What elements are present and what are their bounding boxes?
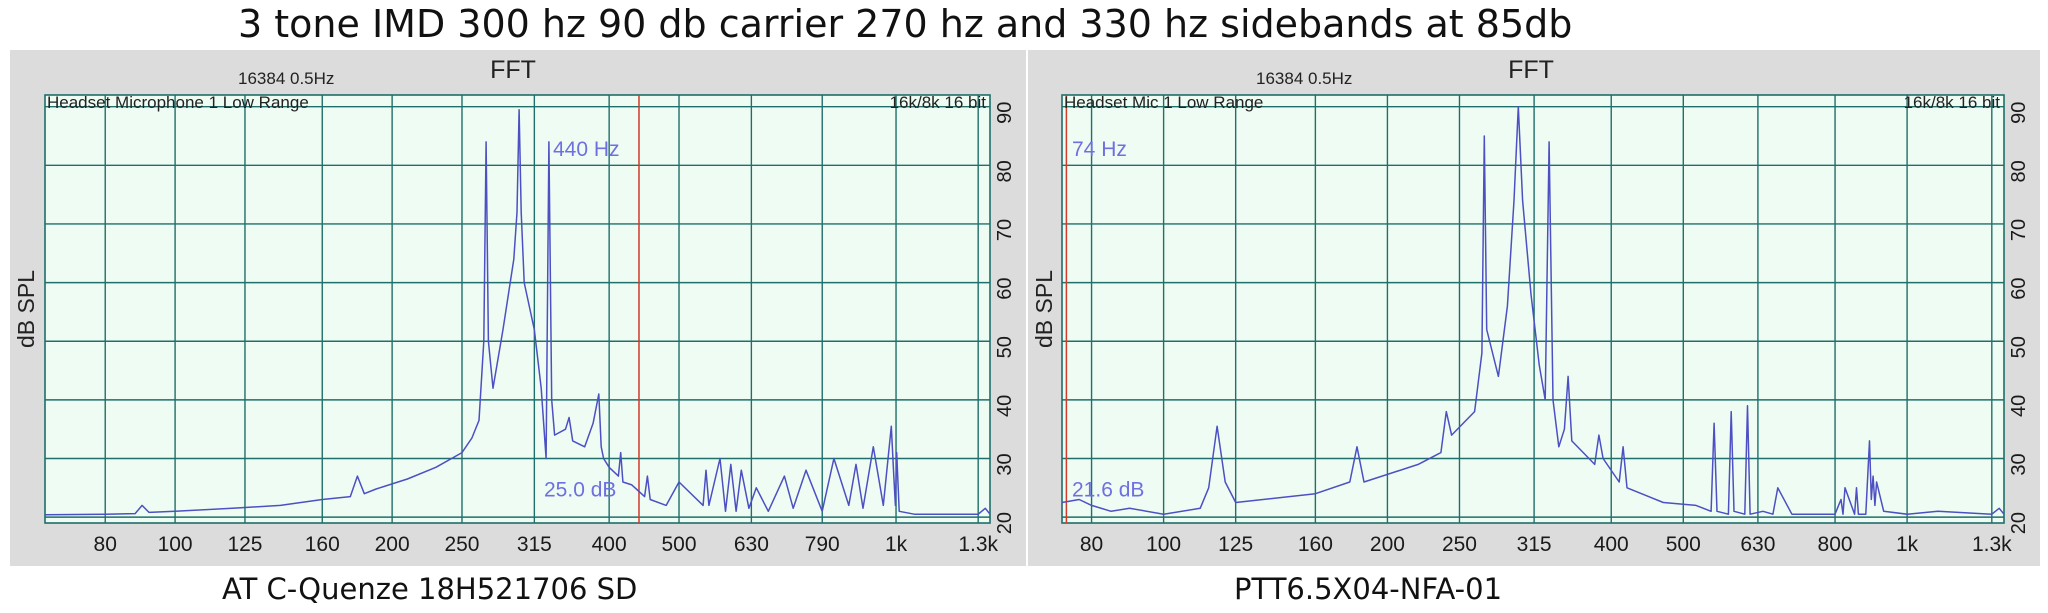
chart-title: FFT bbox=[490, 56, 536, 84]
x-tick-label: 800 bbox=[1818, 533, 1853, 556]
fft-chart-right: 80 100 125 160 200 250 315 400 500 630 800 1k 1.3k20… bbox=[1031, 56, 2030, 556]
x-tick-label: 125 bbox=[1218, 533, 1253, 556]
y-tick-label: 60 bbox=[994, 277, 1016, 299]
fft-info: 16384 0.5Hz bbox=[1256, 69, 1352, 88]
plot-frame bbox=[44, 94, 991, 524]
chart-title: FFT bbox=[1508, 56, 1554, 84]
y-axis-label: dB SPL bbox=[1031, 270, 1057, 348]
y-tick-label: 90 bbox=[2008, 102, 2030, 124]
y-tick-label: 90 bbox=[994, 102, 1016, 124]
x-tick-label: 315 bbox=[517, 533, 552, 556]
x-tick-label: 790 bbox=[805, 533, 840, 556]
y-tick-label: 70 bbox=[994, 219, 1016, 241]
input-label: Headset Mic 1 Low Range bbox=[1064, 93, 1263, 112]
x-tick-label: 400 bbox=[1594, 533, 1629, 556]
y-tick-label: 30 bbox=[2008, 453, 2030, 475]
y-tick-label: 50 bbox=[2008, 336, 2030, 358]
x-tick-label: 200 bbox=[375, 533, 410, 556]
x-tick-label: 1k bbox=[1896, 533, 1919, 556]
x-tick-label: 250 bbox=[1442, 533, 1477, 556]
y-tick-label: 30 bbox=[994, 453, 1016, 475]
y-axis-label: dB SPL bbox=[13, 270, 39, 348]
x-tick-label: 100 bbox=[1146, 533, 1181, 556]
y-tick-label: 70 bbox=[2008, 219, 2030, 241]
level-readout-label: 25.0 dB bbox=[544, 479, 616, 502]
x-tick-label: 1k bbox=[885, 533, 908, 556]
x-tick-label: 250 bbox=[444, 533, 479, 556]
y-tick-label: 40 bbox=[2008, 395, 2030, 417]
cursor-frequency-label: 440 Hz bbox=[553, 138, 620, 161]
rate-label: 16k/8k 16 bit bbox=[1904, 93, 2001, 112]
x-tick-label: 1.3k bbox=[958, 533, 998, 556]
x-tick-label: 100 bbox=[158, 533, 193, 556]
x-tick-label: 160 bbox=[1298, 533, 1333, 556]
fft-panel-left: 80 100 125 160 200 250 315 400 500 630 790 1k 1.3k 20… bbox=[10, 50, 1026, 566]
x-tick-label: 160 bbox=[305, 533, 340, 556]
x-tick-label: 80 bbox=[1080, 533, 1103, 556]
fft-panel-right: 80 100 125 160 200 250 315 400 500 630 800 1k 1.3k 20… bbox=[1028, 50, 2040, 566]
x-tick-label: 630 bbox=[734, 533, 769, 556]
x-tick-label: 80 bbox=[94, 533, 117, 556]
y-tick-label: 80 bbox=[994, 160, 1016, 182]
level-readout-label: 21.6 dB bbox=[1072, 479, 1144, 502]
fft-chart-left: 80 100 125 160 200 250 315 400 500 630 790 1k 1.3k20… bbox=[13, 56, 1016, 556]
cursor-frequency-label: 74 Hz bbox=[1072, 138, 1127, 161]
caption-left: AT C-Quenze 18H521706 SD bbox=[222, 572, 638, 606]
y-tick-label: 20 bbox=[994, 512, 1016, 534]
x-tick-label: 630 bbox=[1740, 533, 1775, 556]
x-tick-label: 400 bbox=[592, 533, 627, 556]
caption-right: PTT6.5X04-NFA-01 bbox=[1234, 572, 1503, 606]
x-tick-label: 200 bbox=[1370, 533, 1405, 556]
spectrum-trace bbox=[44, 108, 991, 516]
y-tick-label: 20 bbox=[2008, 512, 2030, 534]
rate-label: 16k/8k 16 bit bbox=[890, 93, 987, 112]
x-tick-label: 315 bbox=[1517, 533, 1552, 556]
x-tick-label: 1.3k bbox=[1972, 533, 2012, 556]
input-label: Headset Microphone 1 Low Range bbox=[47, 93, 309, 112]
fft-info: 16384 0.5Hz bbox=[238, 69, 334, 88]
main-title: 3 tone IMD 300 hz 90 db carrier 270 hz a… bbox=[238, 2, 1573, 46]
x-tick-label: 500 bbox=[1666, 533, 1701, 556]
spectrum-trace bbox=[1061, 105, 2005, 515]
y-tick-label: 40 bbox=[994, 395, 1016, 417]
plot-frame bbox=[1061, 94, 2005, 524]
x-tick-label: 500 bbox=[661, 533, 696, 556]
x-tick-label: 125 bbox=[227, 533, 262, 556]
y-tick-label: 60 bbox=[2008, 277, 2030, 299]
y-tick-label: 80 bbox=[2008, 160, 2030, 182]
y-tick-label: 50 bbox=[994, 336, 1016, 358]
